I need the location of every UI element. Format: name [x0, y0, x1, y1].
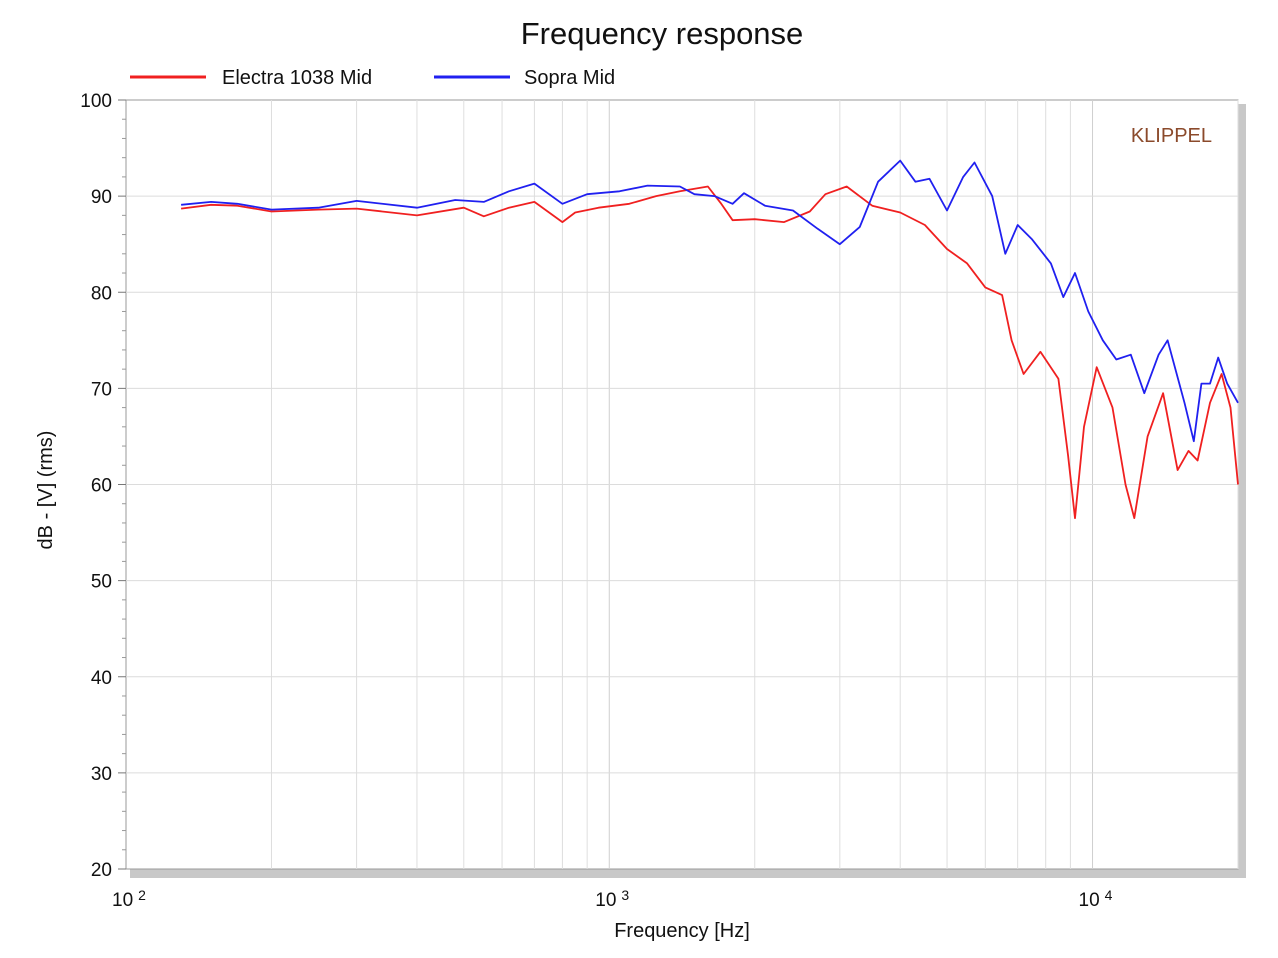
y-tick-label: 70 [91, 379, 112, 400]
y-tick-label: 80 [91, 283, 112, 304]
series-lines [180, 159, 1239, 519]
y-axis-label: dB - [V] (rms) [35, 431, 57, 550]
legend-label: Electra 1038 Mid [222, 67, 372, 89]
legend-label: Sopra Mid [524, 67, 615, 89]
y-tick-label: 90 [91, 187, 112, 208]
y-tick-label: 60 [91, 476, 112, 497]
x-tick-label: 10 3 [595, 887, 629, 911]
x-tick-label: 10 2 [112, 887, 146, 911]
klippel-watermark: KLIPPEL [1131, 125, 1212, 147]
y-tick-label: 30 [91, 764, 112, 785]
grid [126, 100, 1239, 869]
y-axis-ticks: 100 90 80 70 60 50 40 30 20 [80, 91, 126, 881]
y-tick-label: 20 [91, 860, 112, 881]
y-tick-label: 50 [91, 572, 112, 593]
x-tick-label: 10 4 [1079, 887, 1113, 911]
chart-title: Frequency response [521, 16, 804, 51]
x-axis-label: Frequency [Hz] [614, 920, 750, 942]
y-tick-label: 40 [91, 668, 112, 689]
y-tick-label: 100 [80, 91, 112, 112]
x-axis-ticks: 10 2 10 3 10 4 [112, 887, 1113, 911]
series-line-sopra-mid [181, 159, 1239, 443]
legend: Electra 1038 Mid Sopra Mid [130, 67, 615, 89]
series-line-electra-1038-mid [180, 185, 1239, 519]
